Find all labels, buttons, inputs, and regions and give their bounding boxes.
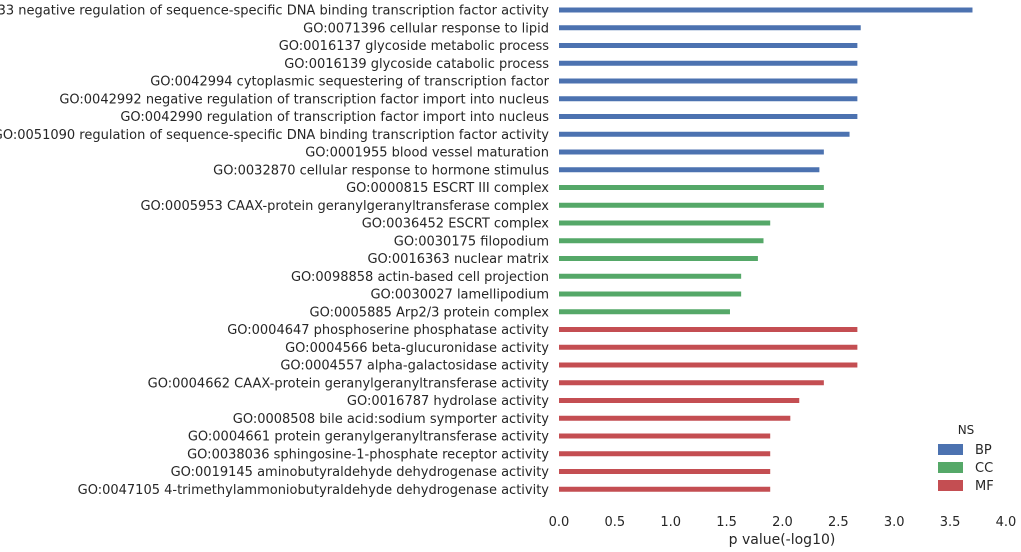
legend-swatch-cc [938,462,963,473]
bar-bp [559,167,820,173]
x-tick-label: 3.5 [940,515,961,530]
bar-bp [559,78,858,84]
bar-label: GO:0042990 regulation of transcription f… [120,110,549,125]
bar-label: GO:0036452 ESCRT complex [362,217,550,232]
legend-title: NS [958,423,975,437]
bar-mf [559,380,824,386]
x-tick-label: 1.5 [716,515,737,530]
bar-label: GO:0005885 Arp2/3 protein complex [310,305,550,320]
bar-cc [559,291,742,297]
bar-label: GO:0032870 cellular response to hormone … [213,163,549,178]
category-labels: GO:0043433 negative regulation of sequen… [0,4,550,498]
bar-label: GO:0004647 phosphoserine phosphatase act… [227,323,549,338]
bar-cc [559,185,824,190]
bar-bp [559,60,858,66]
bar-cc [559,309,730,315]
bar-label: GO:0043433 negative regulation of sequen… [0,4,549,19]
legend-swatch-bp [938,444,963,455]
legend-label-bp: BP [975,443,992,458]
bar-label: GO:0030175 filopodium [394,234,549,249]
x-tick-label: 1.0 [660,515,681,530]
legend-swatch-mf [938,480,963,491]
bar-label: GO:0004661 protein geranylgeranyltransfe… [188,430,549,445]
x-tick-label: 4.0 [996,515,1017,530]
bar-mf [559,327,858,332]
x-tick-label: 2.0 [772,515,793,530]
bar-label: GO:0000815 ESCRT III complex [346,181,549,196]
bar-bp [559,43,858,48]
x-tick-label: 0.0 [549,515,570,530]
bar-label: GO:0016139 glycoside catabolic process [284,57,549,72]
bar-label: GO:0038036 sphingosine-1-phosphate recep… [187,447,549,462]
bar-label: GO:0051090 regulation of sequence-specif… [0,128,549,143]
bar-mf [559,469,771,474]
bar-bp [559,131,850,137]
bar-bp [559,25,861,31]
bar-label: GO:0004557 alpha-galactosidase activity [280,359,549,374]
bar-mf [559,415,791,421]
x-tick-label: 0.5 [605,515,626,530]
bar-bp [559,114,858,119]
bar-cc [559,273,742,279]
bar-mf [559,451,771,457]
bar-bp [559,149,824,155]
bar-label: GO:0004566 beta-glucuronidase activity [285,341,549,356]
bar-mf [559,486,771,492]
bar-mf [559,398,800,403]
bar-mf [559,433,771,439]
bar-cc [559,202,824,208]
bar-mf [559,344,858,350]
bar-label: GO:0004662 CAAX-protein geranylgeranyltr… [148,376,550,391]
legend-label-mf: MF [975,479,994,494]
bar-label: GO:0016787 hydrolase activity [347,394,549,409]
x-tick-label: 3.0 [884,515,905,530]
bars [559,7,973,492]
bar-label: GO:0098858 actin-based cell projection [291,270,549,285]
bar-cc [559,238,764,244]
bar-label: GO:0071396 cellular response to lipid [303,21,549,36]
bar-bp [559,7,973,13]
bar-bp [559,96,858,102]
x-tick-label: 2.5 [828,515,849,530]
bar-label: GO:0042994 cytoplasmic sequestering of t… [150,75,549,90]
bar-label: GO:0016137 glycoside metabolic process [279,39,550,54]
bar-cc [559,220,771,226]
x-axis-title: p value(-log10) [729,532,836,548]
legend-label-cc: CC [975,461,993,476]
bar-label: GO:0019145 aminobutyraldehyde dehydrogen… [171,465,550,480]
bar-label: GO:0030027 lamellipodium [370,288,549,303]
bar-label: GO:0016363 nuclear matrix [367,252,549,267]
bar-label: GO:0008508 bile acid:sodium symporter ac… [233,412,550,427]
bar-label: GO:0047105 4-trimethylammoniobutyraldehy… [78,483,550,498]
bar-label: GO:0005953 CAAX-protein geranylgeranyltr… [140,199,549,214]
bar-cc [559,256,758,261]
bar-label: GO:0042992 negative regulation of transc… [59,92,549,107]
bar-mf [559,362,858,368]
x-axis-ticks: 0.0 0.5 1.0 1.5 2.0 2.5 3.0 3.5 4.0 [549,515,1017,530]
bar-label: GO:0001955 blood vessel maturation [305,146,549,161]
